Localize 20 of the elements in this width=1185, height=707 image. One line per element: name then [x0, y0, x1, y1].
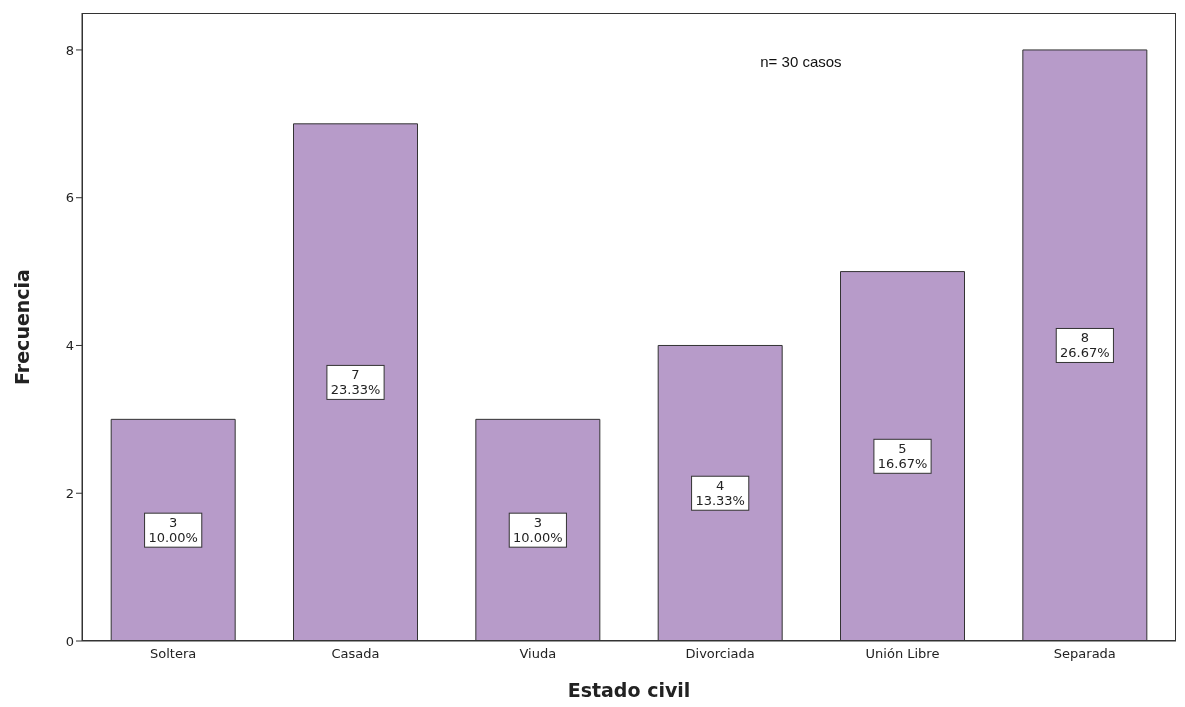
- x-tick-label: Separada: [1053, 646, 1116, 662]
- y-tick-label: 8: [65, 42, 74, 58]
- data-label: 3 10.00%: [513, 515, 563, 546]
- x-tick-label: Casada: [331, 646, 380, 662]
- x-tick-label: Soltera: [150, 646, 197, 662]
- data-label: 4 13.33%: [695, 478, 745, 509]
- annotation: n= 30 casos: [760, 53, 842, 70]
- x-tick-label: Divorciada: [685, 646, 755, 662]
- data-label: 8 26.67%: [1060, 330, 1110, 361]
- data-label: 5 16.67%: [877, 441, 928, 472]
- y-tick-label: 6: [65, 190, 74, 206]
- y-tick-label: 0: [65, 633, 74, 649]
- y-tick-label: 4: [65, 338, 74, 354]
- x-axis-title: Estado civil: [567, 679, 691, 701]
- x-tick-label: Viuda: [519, 646, 557, 662]
- y-tick-label: 2: [65, 485, 74, 501]
- data-label: 7 23.33%: [330, 367, 381, 398]
- y-axis-title: Frecuencia: [10, 269, 33, 385]
- x-tick-label: Unión Libre: [865, 646, 940, 662]
- data-label: 3 10.00%: [148, 515, 198, 546]
